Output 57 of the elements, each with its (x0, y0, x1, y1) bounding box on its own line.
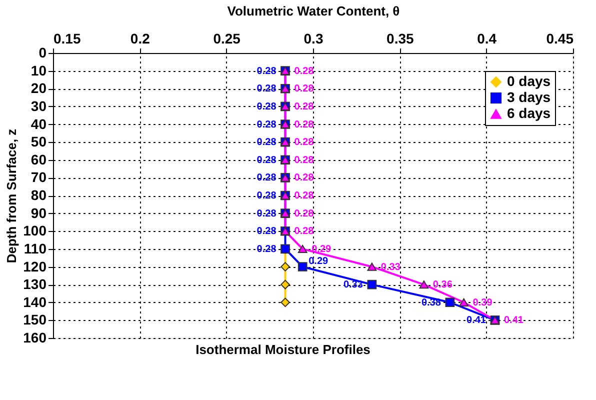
y-tick-label: 50 (30, 134, 47, 150)
y-tick-label: 20 (30, 80, 47, 96)
y-tick-label: 110 (24, 240, 47, 256)
data-label: 0.28 (256, 137, 277, 148)
data-label: 0.36 (432, 280, 453, 291)
legend-label: 3 days (507, 89, 551, 105)
data-label: 0.39 (472, 297, 493, 308)
data-label: 0.28 (256, 84, 277, 95)
data-label: 0.28 (256, 190, 277, 202)
y-tick-label: 100 (23, 222, 47, 239)
data-label: 0.29 (308, 256, 328, 267)
data-label: 0.28 (256, 66, 277, 77)
x-tick-label: 0.25 (213, 30, 241, 46)
y-tick-label: 80 (30, 187, 47, 203)
y-axis-title: Depth from Surface, z (4, 128, 20, 264)
data-label: 0.28 (294, 172, 314, 184)
y-tick-label: 160 (23, 330, 47, 346)
data-label: 0.28 (256, 172, 277, 184)
x-tick-label: 0.3 (304, 30, 324, 46)
data-label: 0.28 (294, 208, 314, 220)
y-tick-label: 10 (30, 62, 47, 78)
data-label: 0.28 (256, 226, 277, 238)
y-tick-label: 130 (23, 276, 47, 292)
data-label: 0.28 (294, 66, 314, 77)
y-tick-label: 140 (23, 294, 47, 310)
data-label: 0.28 (294, 226, 314, 238)
data-label: 0.28 (294, 84, 314, 95)
y-tick-label: 150 (23, 312, 47, 328)
data-label: 0.28 (256, 101, 277, 112)
x-tick-label: 0.15 (54, 30, 81, 46)
data-label: 0.28 (256, 208, 277, 220)
x-tick-label: 0.4 (477, 30, 497, 46)
data-label: 0.28 (294, 101, 314, 112)
x-tick-label: 0.35 (386, 30, 414, 46)
y-tick-label: 0 (38, 44, 47, 60)
data-label: 0.28 (294, 137, 314, 148)
data-label: 0.28 (294, 119, 314, 130)
data-label: 0.41 (504, 315, 524, 326)
y-tick-label: 90 (30, 204, 47, 221)
y-tick-label: 120 (23, 258, 47, 274)
data-label: 0.28 (294, 154, 314, 166)
y-tick-label: 70 (30, 169, 47, 186)
x-tick-label: 0.2 (130, 30, 150, 46)
x-tick-label: 0.45 (546, 30, 574, 46)
x-axis-title: Volumetric Water Content, θ (227, 4, 400, 18)
y-tick-label: 30 (30, 98, 47, 114)
legend-label: 6 days (507, 105, 551, 121)
y-tick-label: 60 (30, 151, 47, 168)
data-label: 0.28 (256, 119, 277, 130)
legend-label: 0 days (507, 73, 551, 89)
data-label: 0.33 (380, 262, 401, 273)
data-label: 0.28 (256, 154, 277, 166)
data-label: 0.41 (466, 315, 486, 326)
data-label: 0.28 (294, 190, 314, 202)
y-tick-label: 40 (30, 116, 47, 132)
text: Isothermal Moisture Profiles (196, 342, 370, 357)
data-label: 0.28 (256, 244, 277, 255)
